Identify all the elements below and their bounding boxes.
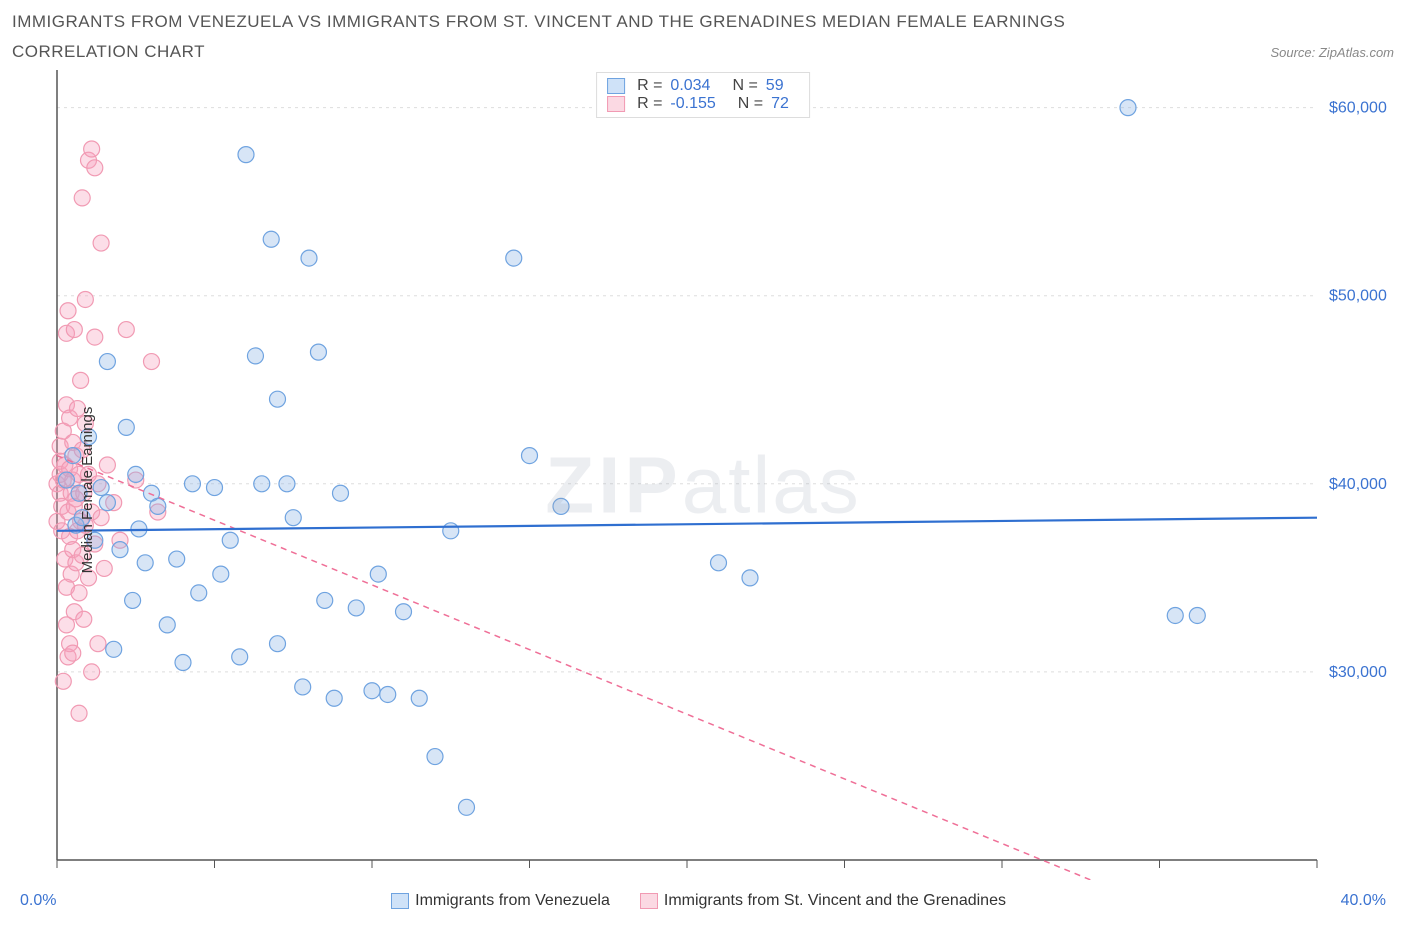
bottom-legend-bar: 0.0% Immigrants from Venezuela Immigrant… — [12, 892, 1394, 910]
n-value-b: 72 — [771, 95, 789, 113]
chart-title-line1: IMMIGRANTS FROM VENEZUELA VS IMMIGRANTS … — [12, 12, 1394, 32]
x-axis-min-label: 0.0% — [20, 892, 56, 910]
correlation-legend: R = 0.034 N = 59 R = -0.155 N = 72 — [596, 72, 810, 118]
correlation-legend-row-a: R = 0.034 N = 59 — [607, 77, 799, 95]
series-legend-item-a: Immigrants from Venezuela — [391, 892, 610, 910]
legend-swatch-b — [607, 96, 625, 112]
legend-swatch-b2 — [640, 893, 658, 909]
chart-container: Median Female Earnings $30,000 $40,000 $50… — [12, 70, 1394, 910]
scatter-chart-svg: $30,000 $40,000 $50,000 $60,000 — [12, 70, 1394, 880]
n-value-a: 59 — [766, 77, 784, 95]
source-attribution: Source: ZipAtlas.com — [1270, 45, 1394, 60]
svg-text:$50,000: $50,000 — [1329, 288, 1387, 305]
n-label-a: N = — [732, 77, 757, 95]
svg-text:$60,000: $60,000 — [1329, 100, 1387, 117]
correlation-legend-row-b: R = -0.155 N = 72 — [607, 95, 799, 113]
title-row: CORRELATION CHART Source: ZipAtlas.com — [12, 42, 1394, 62]
r-value-b: -0.155 — [670, 95, 715, 113]
chart-title-line2: CORRELATION CHART — [12, 42, 205, 62]
r-label-a: R = — [637, 77, 662, 95]
legend-swatch-a2 — [391, 893, 409, 909]
series-a-label: Immigrants from Venezuela — [415, 892, 610, 910]
series-b-label: Immigrants from St. Vincent and the Gren… — [664, 892, 1006, 910]
n-label-b: N = — [738, 95, 763, 113]
svg-text:$30,000: $30,000 — [1329, 664, 1387, 681]
legend-swatch-a — [607, 78, 625, 94]
svg-text:$40,000: $40,000 — [1329, 476, 1387, 493]
r-value-a: 0.034 — [670, 77, 710, 95]
r-label-b: R = — [637, 95, 662, 113]
y-axis-label: Median Female Earnings — [79, 407, 96, 574]
x-axis-max-label: 40.0% — [1341, 892, 1386, 910]
series-legend-item-b: Immigrants from St. Vincent and the Gren… — [640, 892, 1006, 910]
series-legend: Immigrants from Venezuela Immigrants fro… — [391, 892, 1006, 910]
